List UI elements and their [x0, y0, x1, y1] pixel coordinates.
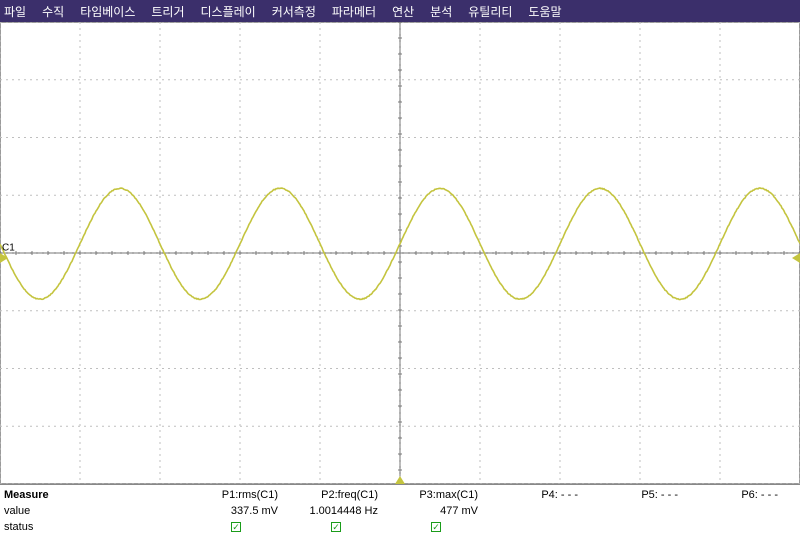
menu-item[interactable]: 디스플레이 [201, 3, 256, 20]
measure-row-header: Measure P1:rms(C1)P2:freq(C1)P3:max(C1)P… [4, 487, 796, 503]
measure-col-name: P4: - - - [494, 489, 594, 501]
menubar: 파일 수직 타임베이스 트리거 디스플레이 커서측정 파라메터 연산 분석 유틸리티 도움말 [0, 0, 800, 22]
menu-item[interactable]: 수직 [42, 3, 64, 20]
menu-item[interactable]: 유틸리티 [468, 3, 512, 20]
menu-item[interactable]: 트리거 [151, 3, 184, 20]
measure-col-status: ✓ [394, 521, 494, 533]
menu-item[interactable]: 도움말 [528, 3, 561, 20]
menu-item[interactable]: 타임베이스 [80, 3, 135, 20]
measure-label-header: Measure [4, 489, 194, 501]
measure-col-value: 337.5 mV [194, 505, 294, 517]
measure-col-value: 477 mV [394, 505, 494, 517]
measure-col-value: 1.0014448 Hz [294, 505, 394, 517]
menu-item[interactable]: 파라메터 [332, 3, 376, 20]
menu-item[interactable]: 분석 [430, 3, 452, 20]
measure-col-name: P5: - - - [594, 489, 694, 501]
check-icon: ✓ [431, 522, 441, 532]
measure-col-name: P2:freq(C1) [294, 489, 394, 501]
measure-col-status: ✓ [194, 521, 294, 533]
menu-item[interactable]: 커서측정 [272, 3, 316, 20]
channel-zero-marker-right [792, 253, 800, 263]
measure-row-value: value 337.5 mV1.0014448 Hz477 mV [4, 503, 796, 519]
measure-col-status: ✓ [294, 521, 394, 533]
measure-label-value: value [4, 505, 194, 517]
check-icon: ✓ [231, 522, 241, 532]
channel-label: C1 [0, 242, 17, 253]
measure-col-name: P3:max(C1) [394, 489, 494, 501]
measure-row-status: status ✓ ✓ ✓ [4, 519, 796, 535]
menu-item[interactable]: 파일 [4, 3, 26, 20]
check-icon: ✓ [331, 522, 341, 532]
trigger-position-marker [395, 476, 405, 484]
measurement-panel: Measure P1:rms(C1)P2:freq(C1)P3:max(C1)P… [0, 484, 800, 539]
measure-col-name: P6: - - - [694, 489, 794, 501]
measure-label-status: status [4, 521, 194, 533]
channel-zero-marker-left [0, 253, 8, 263]
menu-item[interactable]: 연산 [392, 3, 414, 20]
grid-layer [0, 22, 800, 484]
oscilloscope-display: C1 [0, 22, 800, 484]
measure-col-name: P1:rms(C1) [194, 489, 294, 501]
